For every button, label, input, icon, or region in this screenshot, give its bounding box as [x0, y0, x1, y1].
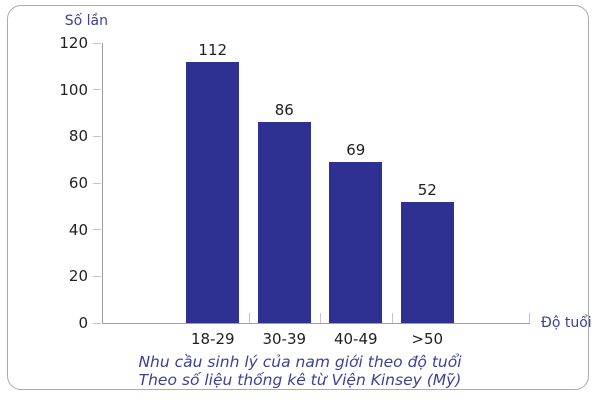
y-tick-label: 100 [59, 80, 88, 99]
x-axis-title: Độ tuổi [541, 315, 592, 331]
category-label: 30-39 [262, 330, 307, 348]
x-axis-line [102, 323, 530, 324]
category-label: 18-29 [190, 330, 235, 348]
caption-title: Nhu cầu sinh lý của nam giới theo độ tuổ… [138, 353, 462, 371]
category-label: >50 [411, 330, 444, 348]
y-tick-mark [93, 275, 101, 277]
chart-caption: Nhu cầu sinh lý của nam giới theo độ tuổ… [0, 353, 600, 389]
y-tick-mark [93, 135, 101, 137]
category-label: 40-49 [333, 330, 378, 348]
y-tick-label: 80 [68, 127, 88, 146]
x-tick-mark [248, 313, 250, 323]
y-tick-label: 20 [68, 267, 88, 286]
x-tick-mark [320, 313, 321, 323]
x-tick-mark [529, 313, 530, 323]
y-axis-line [102, 43, 103, 323]
bar-value-label: 69 [346, 141, 366, 159]
bar-value-label: 112 [198, 40, 228, 59]
y-tick-mark [93, 229, 101, 231]
x-tick-mark [391, 313, 393, 323]
caption-subtitle: Theo số liệu thống kê từ Viện Kinsey (Mỹ… [138, 371, 462, 389]
y-tick-label: 120 [59, 34, 88, 52]
chart-frame [7, 5, 589, 390]
y-tick-mark [93, 42, 101, 44]
bar-value-label: 86 [274, 101, 294, 120]
y-tick-mark [93, 322, 101, 324]
y-tick-mark [93, 182, 101, 184]
bar-30-39 [257, 122, 311, 323]
bar-40-49 [329, 162, 383, 323]
y-tick-mark [93, 89, 101, 91]
bar-18-29 [186, 61, 240, 323]
bar->50 [400, 201, 454, 323]
y-axis-title: Số lần [64, 13, 108, 29]
y-tick-label: 40 [68, 220, 88, 239]
y-tick-label: 60 [68, 174, 88, 192]
y-tick-label: 0 [78, 314, 88, 332]
bar-value-label: 52 [417, 180, 437, 199]
